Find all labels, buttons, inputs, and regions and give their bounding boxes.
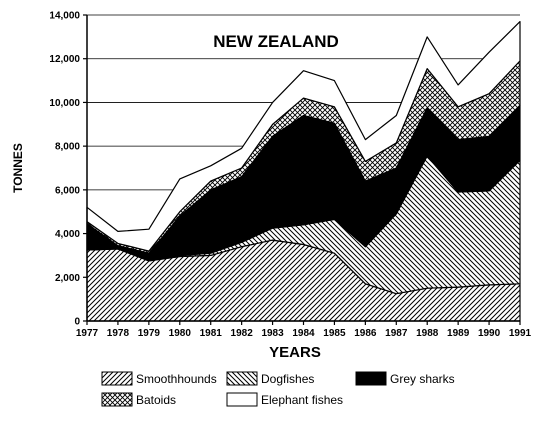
- legend-label-dogfishes: Dogfishes: [261, 372, 314, 386]
- y-axis-title: TONNES: [11, 143, 25, 193]
- legend-label-grey-sharks: Grey sharks: [390, 372, 455, 386]
- legend-swatch-elephant-fishes: [226, 392, 258, 407]
- x-tick-label: 1984: [292, 328, 315, 339]
- chart-title: NEW ZEALAND: [213, 32, 339, 51]
- area-elephant-fishes: [86, 21, 521, 252]
- y-tick-label: 14,000: [49, 11, 80, 22]
- y-tick-label: 8,000: [55, 142, 80, 153]
- x-tick-label: 1987: [385, 328, 408, 339]
- x-tick-label: 1986: [354, 328, 377, 339]
- y-tick-label: 10,000: [49, 98, 80, 109]
- x-tick-label: 1990: [478, 328, 501, 339]
- x-tick-label: 1991: [509, 328, 532, 339]
- x-tick-label: 1988: [416, 328, 439, 339]
- legend-label-batoids: Batoids: [136, 393, 176, 407]
- x-tick-label: 1982: [231, 328, 254, 339]
- area-series-layer: [86, 21, 521, 322]
- x-tick-labels: 1977 1978 1979 1980 1981 1982 1983 1984 1985 1986…: [76, 328, 532, 339]
- y-tick-label: 4,000: [55, 229, 80, 240]
- x-tick-label: 1977: [76, 328, 99, 339]
- x-tick-label: 1981: [200, 328, 223, 339]
- legend-label-elephant-fishes: Elephant fishes: [261, 393, 343, 407]
- legend-label-smoothhounds: Smoothhounds: [136, 372, 217, 386]
- y-tick-label: 12,000: [49, 54, 80, 65]
- x-tick-label: 1985: [323, 328, 346, 339]
- x-tick-label: 1980: [169, 328, 192, 339]
- x-tick-label: 1983: [261, 328, 284, 339]
- legend-swatch-batoids: [101, 392, 133, 407]
- axes: [83, 14, 521, 325]
- legend-swatch-smoothhounds: [101, 371, 133, 386]
- x-tick-label: 1989: [447, 328, 470, 339]
- y-tick-label: 6,000: [55, 185, 80, 196]
- y-tick-labels: 0 2,000 4,000 6,000 8,000 10,000 12,000 14,000: [49, 11, 80, 328]
- x-tick-label: 1978: [107, 328, 130, 339]
- x-tick-label: 1979: [138, 328, 161, 339]
- x-axis-title: YEARS: [269, 344, 321, 361]
- legend-swatch-grey-sharks: [355, 371, 387, 386]
- legend: Smoothhounds Dogfishes Grey sharks Batoids E…: [101, 371, 455, 407]
- y-tick-label: 2,000: [55, 273, 80, 284]
- legend-swatch-dogfishes: [226, 371, 258, 386]
- y-tick-label: 0: [74, 317, 80, 328]
